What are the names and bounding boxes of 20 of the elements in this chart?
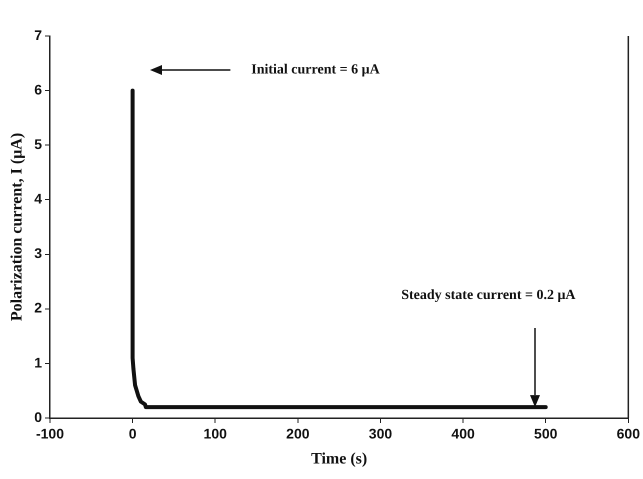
y-tick-label: 7 [34, 26, 42, 43]
y-tick-label: 3 [34, 245, 42, 262]
x-tick-label: 400 [451, 425, 475, 442]
y-tick-label: 2 [34, 300, 42, 316]
x-tick-label: 600 [616, 425, 640, 442]
y-tick-label: 0 [34, 408, 42, 425]
x-axis-title: Time (s) [311, 450, 368, 468]
x-tick-label: 200 [286, 425, 310, 442]
x-tick-label: -100 [36, 425, 64, 442]
y-tick-label: 4 [34, 190, 42, 207]
y-tick-label: 6 [34, 81, 42, 98]
x-tick-label: 500 [534, 425, 558, 442]
y-tick-label: 1 [34, 354, 42, 370]
x-tick-label: 300 [368, 425, 392, 442]
x-tick-label: 100 [204, 425, 228, 442]
annotation: Initial current = 6 μA [251, 62, 381, 78]
annotation: Steady state current = 0.2 μA [401, 288, 576, 303]
y-axis-title: Polarization current, I (μA) [8, 132, 26, 322]
x-tick-label: 0 [128, 425, 137, 442]
y-tick-label: 5 [34, 136, 42, 152]
